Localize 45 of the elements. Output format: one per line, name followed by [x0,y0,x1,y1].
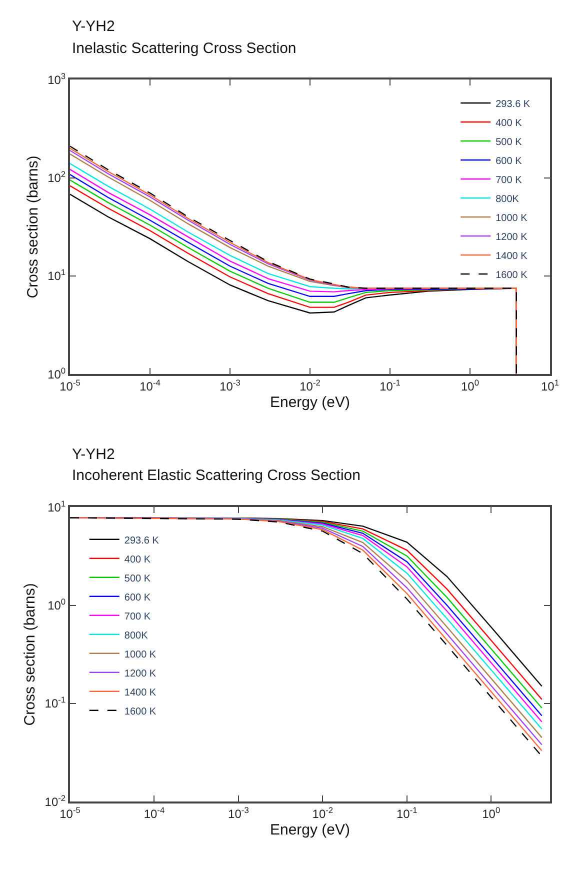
legend-label: 1400 K [496,250,528,262]
y-tick-label: 10$^{-1}$ [44,694,66,711]
y-tick-label: 10$^{3}$ [48,70,66,87]
chart-title: Y-YH2 [72,18,115,35]
legend-label: 1000 K [496,212,528,224]
chart-subtitle: Incoherent Elastic Scattering Cross Section [72,467,360,484]
x-tick-label: 10$^{-3}$ [220,378,241,394]
legend-label: 400 K [496,118,522,129]
x-tick-label: 10$^{-1}$ [396,805,418,822]
legend-label: 1000 K [124,649,156,660]
legend-label: 1200 K [124,668,156,680]
x-tick-label: 10$^{-4}$ [140,378,161,394]
x-tick-label: 10$^{-2}$ [300,378,321,394]
legend-label: 400 K [124,554,151,566]
x-tick-label: 10$^{-3}$ [228,805,250,822]
y-tick-label: 10$^{2}$ [48,168,66,186]
legend-label: 1200 K [496,232,528,243]
legend-label: 293.6 K [124,535,160,546]
y-axis-title: Cross section (barns) [22,583,39,726]
x-tick-label: 10$^{-4}$ [144,805,165,822]
legend-label: 600 K [124,592,151,604]
legend-label: 800K [124,630,148,642]
legend-label: 700 K [124,611,151,622]
y-tick-label: 10$^{1}$ [48,267,66,284]
legend-label: 800K [496,194,520,205]
x-axis-title: Energy (eV) [270,394,350,412]
x-tick-label: 10$^{-2}$ [312,805,334,822]
legend-label: 293.6 K [496,98,530,110]
legend-label: 600 K [496,156,522,167]
x-tick-label: 10$^{0}$ [482,805,500,822]
x-tick-label: 10$^{1}$ [540,378,560,394]
x-tick-label: 10$^{0}$ [460,378,480,394]
legend-label: 1600 K [124,706,156,718]
y-tick-label: 10$^{0}$ [48,596,66,613]
chart-title: Y-YH2 [72,446,115,463]
legend-label: 500 K [496,136,522,148]
chart-subtitle: Inelastic Scattering Cross Section [72,40,296,57]
legend-label: 1600 K [496,270,528,281]
y-axis-title: Cross section (barns) [24,156,42,298]
x-tick-label: 10$^{-1}$ [380,378,401,394]
y-tick-label: 10$^{1}$ [48,498,66,514]
legend-label: 500 K [124,573,151,584]
legend-label: 700 K [496,174,522,186]
x-axis-title: Energy (eV) [270,822,350,839]
legend-label: 1400 K [124,687,156,698]
